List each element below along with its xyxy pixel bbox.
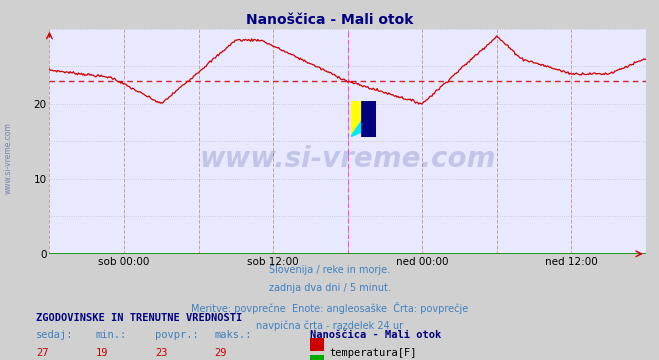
Text: 27: 27 bbox=[36, 348, 49, 358]
Polygon shape bbox=[362, 101, 376, 137]
Text: maks.:: maks.: bbox=[214, 330, 252, 341]
Text: navpična črta - razdelek 24 ur: navpična črta - razdelek 24 ur bbox=[256, 321, 403, 331]
Text: Nanoščica - Mali otok: Nanoščica - Mali otok bbox=[310, 330, 441, 341]
Polygon shape bbox=[362, 101, 376, 137]
Text: 23: 23 bbox=[155, 348, 167, 358]
Polygon shape bbox=[351, 101, 376, 137]
Text: zadnja dva dni / 5 minut.: zadnja dva dni / 5 minut. bbox=[269, 283, 390, 293]
Polygon shape bbox=[351, 101, 376, 137]
Text: www.si-vreme.com: www.si-vreme.com bbox=[3, 122, 13, 194]
Text: www.si-vreme.com: www.si-vreme.com bbox=[200, 145, 496, 173]
Text: Meritve: povprečne  Enote: angleosaške  Črta: povprečje: Meritve: povprečne Enote: angleosaške Čr… bbox=[191, 302, 468, 314]
Text: Slovenija / reke in morje.: Slovenija / reke in morje. bbox=[269, 265, 390, 275]
Text: min.:: min.: bbox=[96, 330, 127, 341]
Text: ZGODOVINSKE IN TRENUTNE VREDNOSTI: ZGODOVINSKE IN TRENUTNE VREDNOSTI bbox=[36, 313, 243, 323]
Text: 19: 19 bbox=[96, 348, 108, 358]
Text: 29: 29 bbox=[214, 348, 227, 358]
Text: Nanoščica - Mali otok: Nanoščica - Mali otok bbox=[246, 13, 413, 27]
Text: sedaj:: sedaj: bbox=[36, 330, 74, 341]
Text: temperatura[F]: temperatura[F] bbox=[330, 348, 417, 358]
Text: povpr.:: povpr.: bbox=[155, 330, 198, 341]
